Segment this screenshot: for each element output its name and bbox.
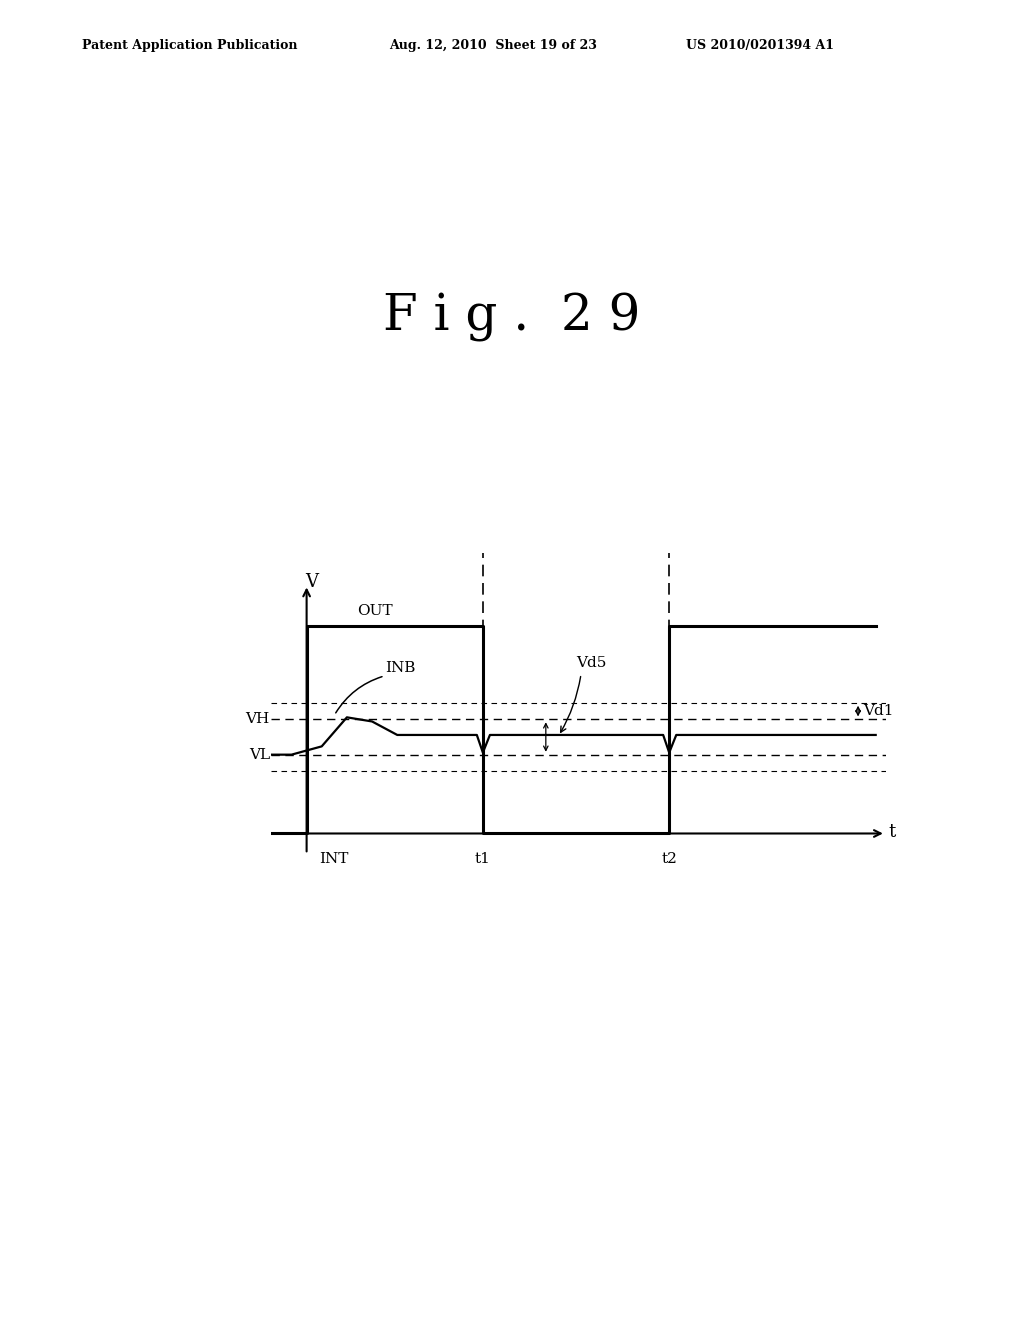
Text: Vd1: Vd1 <box>863 704 894 718</box>
Text: V: V <box>305 573 318 591</box>
Text: Vd5: Vd5 <box>577 656 606 671</box>
Text: F i g .  2 9: F i g . 2 9 <box>383 292 641 342</box>
Text: OUT: OUT <box>357 603 392 618</box>
Text: VH: VH <box>246 713 270 726</box>
Text: t1: t1 <box>475 853 490 866</box>
Text: t2: t2 <box>662 853 677 866</box>
Text: VL: VL <box>249 747 270 762</box>
Text: t: t <box>888 824 896 841</box>
Text: INB: INB <box>385 660 415 675</box>
Text: INT: INT <box>319 853 349 866</box>
Text: US 2010/0201394 A1: US 2010/0201394 A1 <box>686 38 835 51</box>
Text: Patent Application Publication: Patent Application Publication <box>82 38 297 51</box>
Text: Aug. 12, 2010  Sheet 19 of 23: Aug. 12, 2010 Sheet 19 of 23 <box>389 38 597 51</box>
